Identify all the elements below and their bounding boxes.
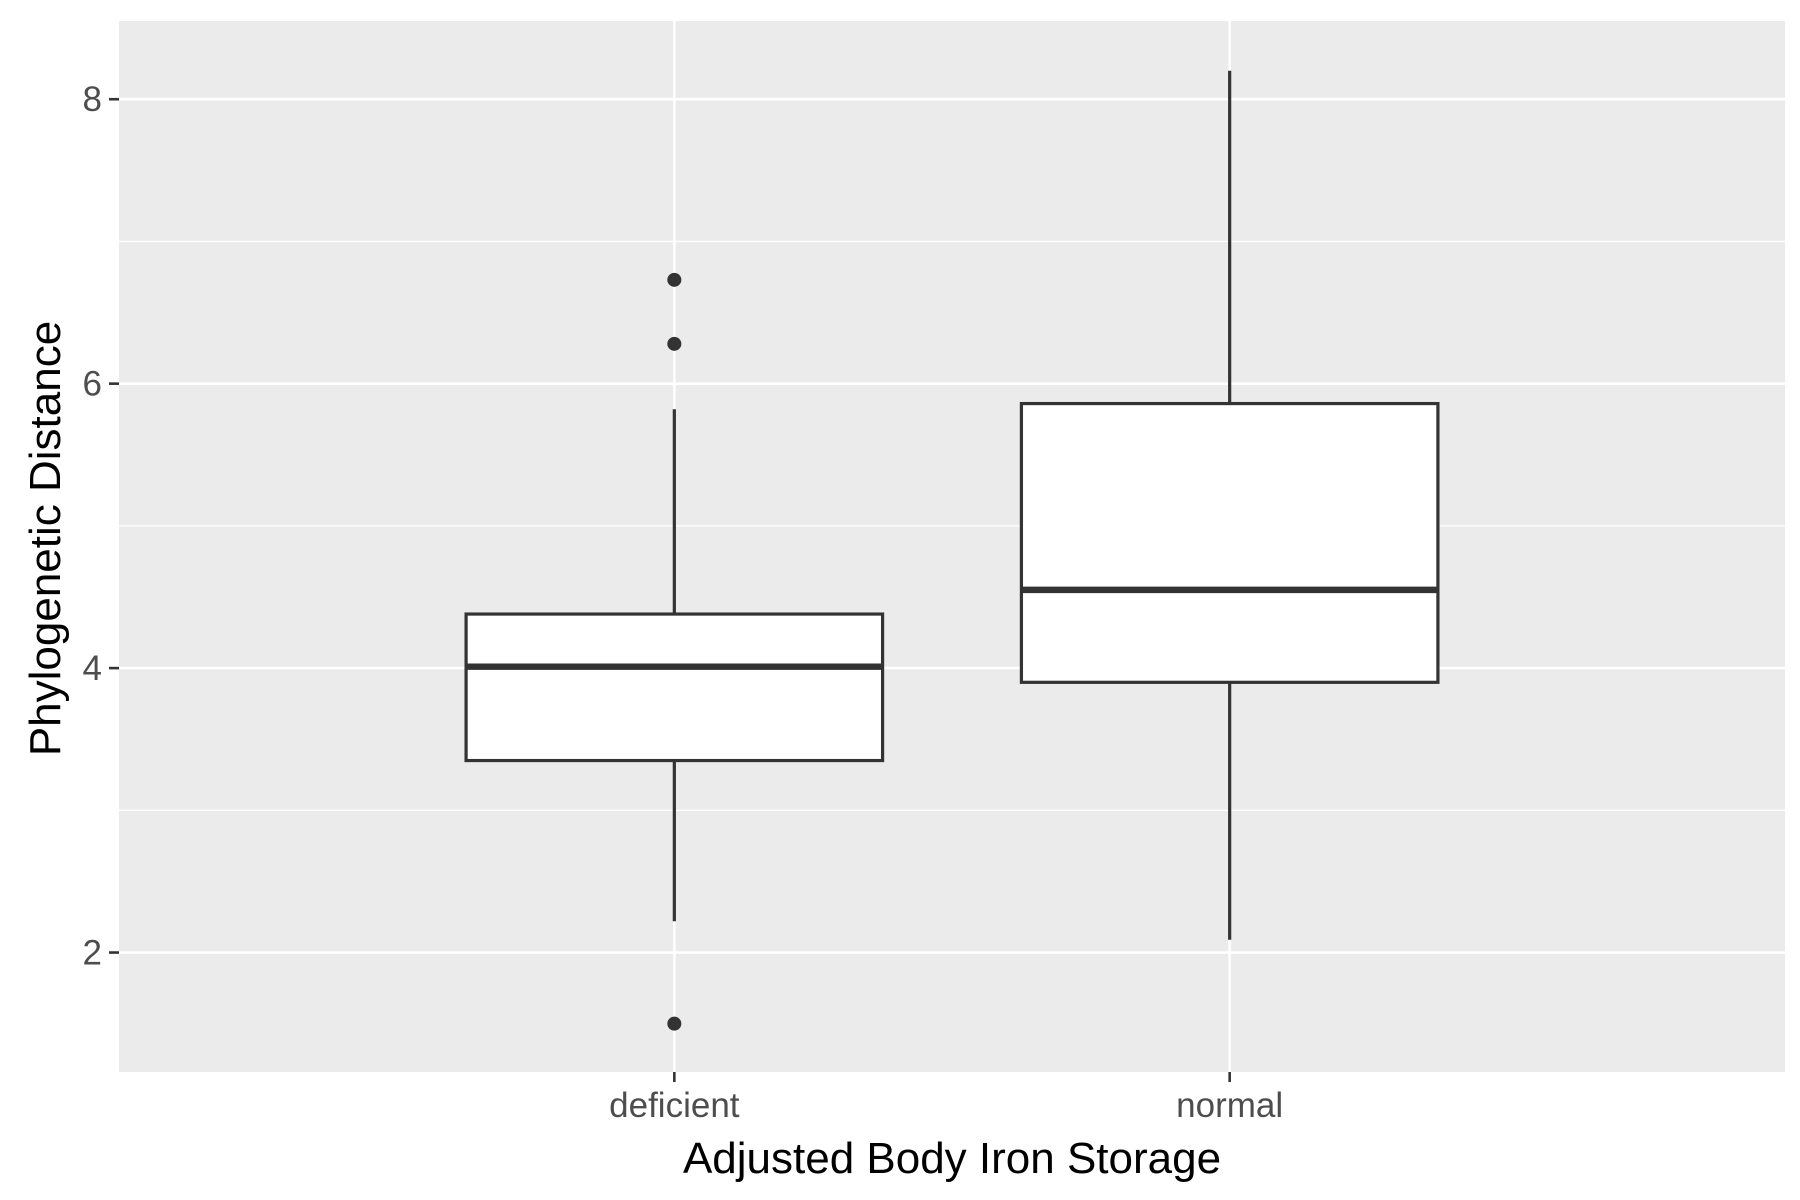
plot-panel <box>119 21 1785 1072</box>
outlier-point <box>667 336 682 351</box>
y-tick-label: 8 <box>83 80 102 119</box>
axes: 2 4 6 8 deficient normal <box>83 80 1284 1125</box>
box-body <box>464 612 885 763</box>
y-tick-label: 6 <box>83 365 102 404</box>
box-normal <box>1019 70 1440 940</box>
x-tick-label: deficient <box>609 1086 740 1125</box>
y-axis-title: Phylogenetic Distance <box>21 321 70 756</box>
x-axis-title: Adjusted Body Iron Storage <box>683 1134 1221 1183</box>
x-tick-label: normal <box>1176 1086 1283 1125</box>
box-body <box>1019 401 1440 684</box>
box-series <box>464 70 1440 1031</box>
outlier-point <box>667 272 682 287</box>
y-tick-label: 4 <box>83 649 102 688</box>
box-deficient <box>464 272 885 1031</box>
outlier-point <box>667 1016 682 1031</box>
y-tick-label: 2 <box>83 934 102 973</box>
